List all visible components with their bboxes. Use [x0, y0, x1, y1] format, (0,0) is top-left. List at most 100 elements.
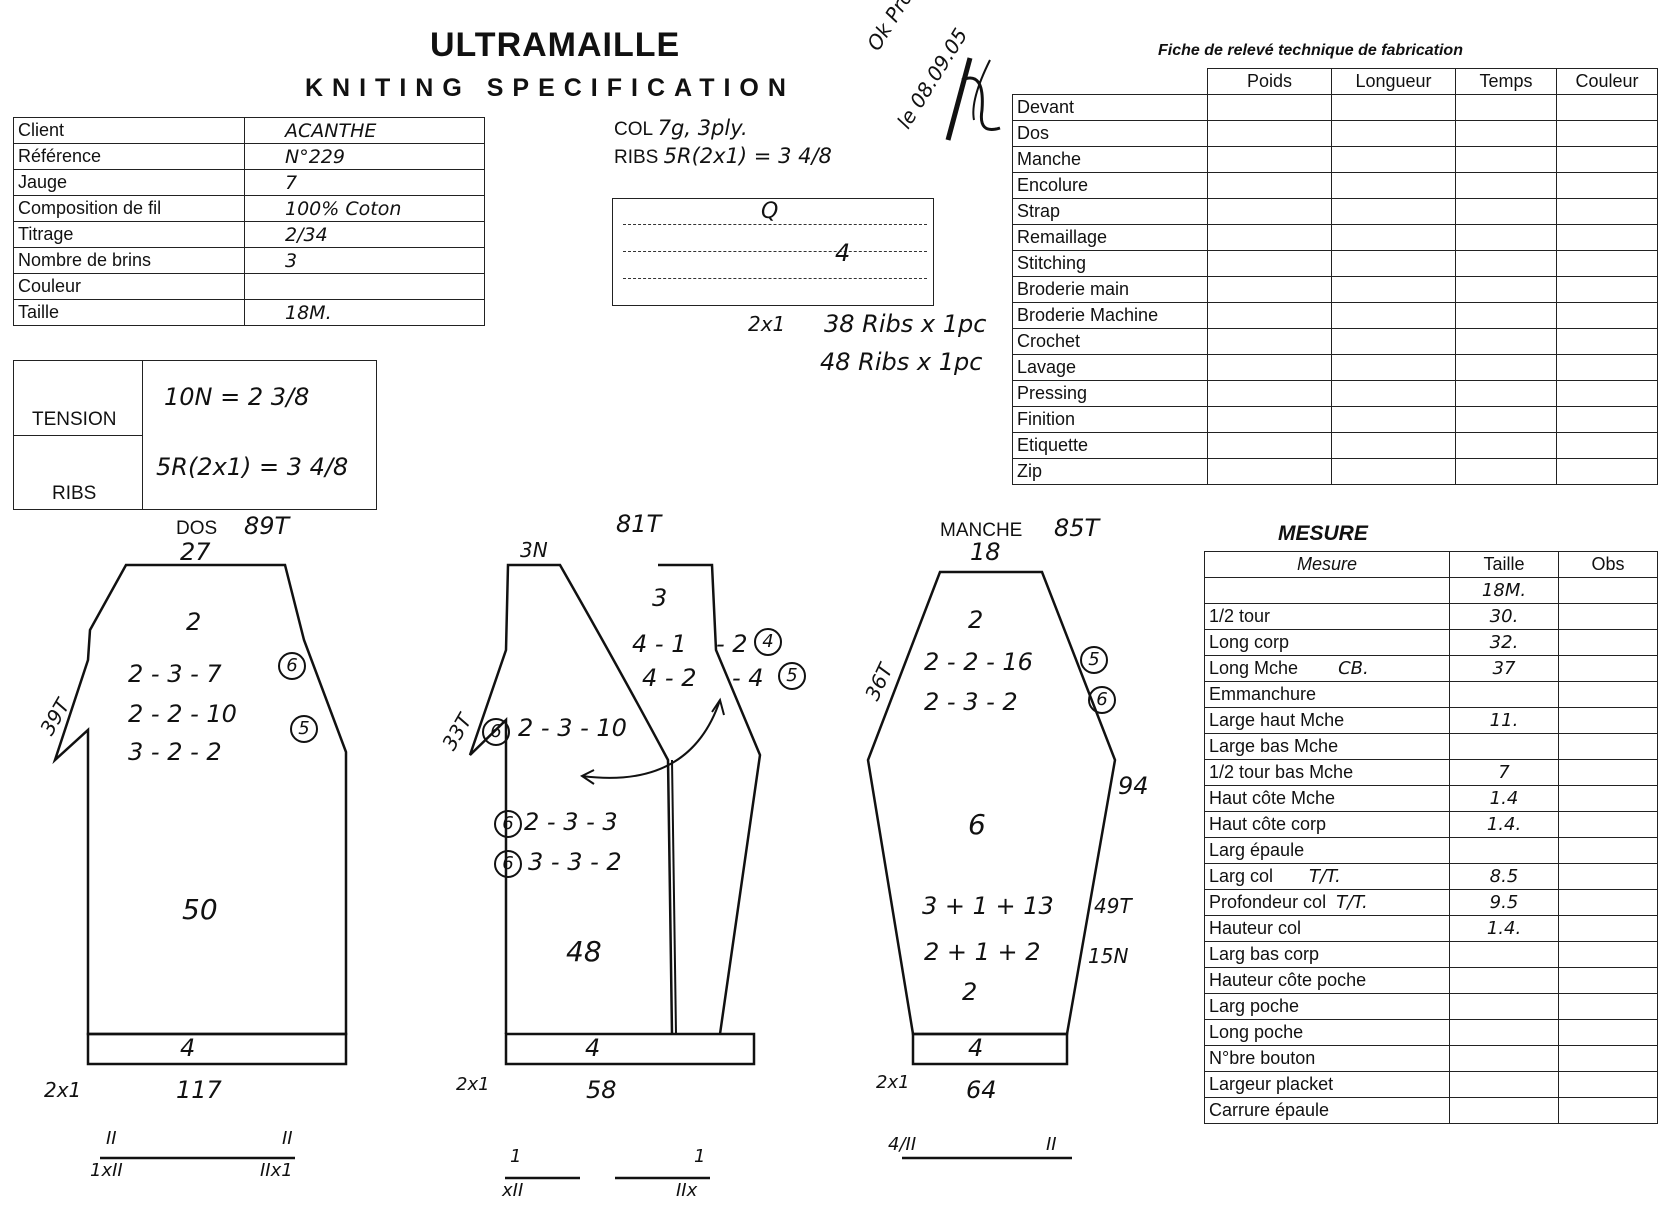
mesure-label: Largeur placket: [1204, 1071, 1450, 1098]
table-row: Encolure: [1012, 172, 1658, 199]
fiche-title: Fiche de relevé technique de fabrication: [1158, 42, 1463, 59]
mesure-value: [1449, 967, 1559, 994]
ribs-value: 5R(2x1) = 3 4/8: [156, 453, 349, 481]
dos-outline: [52, 563, 348, 1160]
mesure-label: Haut côte corp: [1204, 811, 1450, 838]
dos-foot-right-bot: IIx1: [260, 1160, 293, 1181]
mesure-value: 1.4.: [1449, 811, 1559, 838]
mesure-label: Hauteur côte poche: [1204, 967, 1450, 994]
table-row: Profondeur col T/T. 9.5: [1204, 889, 1658, 916]
dos-instr-2: 2 - 3 - 7: [128, 660, 222, 688]
table-row: Largeur placket: [1204, 1071, 1658, 1098]
q-value: 4: [835, 239, 851, 267]
mesure-label: N°bre bouton: [1204, 1045, 1450, 1072]
table-header: Poids Longueur Temps Couleur: [1013, 68, 1658, 95]
devant-arm-3-circle: 6: [494, 850, 522, 878]
manche-foot-right: II: [1046, 1134, 1057, 1155]
devant-rib-type: 2x1: [456, 1074, 490, 1095]
col-value: 7g, 3ply.: [657, 116, 748, 140]
mesure-value: [1449, 941, 1559, 968]
mesure-label: Haut côte Mche: [1204, 785, 1450, 812]
col-ribs-label: RIBS: [614, 147, 659, 168]
table-row: Long Mche CB. 37: [1204, 655, 1658, 682]
manche-body: 6: [968, 808, 986, 841]
table-row: Strap: [1012, 198, 1658, 225]
table-row: Composition de fil 100% Coton: [13, 195, 485, 222]
mesure-label: 1/2 tour bas Mche: [1204, 759, 1450, 786]
manche-inc-2: 2 + 1 + 2: [924, 938, 1041, 966]
couleur-value: [244, 273, 485, 300]
row-broderie-main: Broderie main: [1012, 276, 1208, 303]
devant-foot-left-bot: xII: [502, 1180, 524, 1201]
mesure-value: 9.5: [1449, 889, 1559, 916]
table-row: Taille 18M.: [13, 299, 485, 326]
table-row: Larg poche: [1204, 993, 1658, 1020]
mesure-label: Large haut Mche: [1204, 707, 1450, 734]
table-row: Carrure épaule: [1204, 1097, 1658, 1124]
signature-mark: [945, 57, 1001, 141]
jauge-label: Jauge: [13, 169, 245, 196]
devant-arm-2-circle: 6: [494, 810, 522, 838]
size-value: 18M.: [1449, 577, 1559, 604]
manche-label: MANCHE: [940, 520, 1023, 541]
table-header: Mesure Taille Obs: [1204, 551, 1658, 578]
dos-rib-type: 2x1: [44, 1078, 82, 1102]
table-row: Haut côte Mche 1.4: [1204, 785, 1658, 812]
devant-neck-3-circle: 5: [778, 662, 806, 690]
fabrication-table: Poids Longueur Temps Couleur Devant Dos …: [1012, 68, 1658, 485]
mesure-value: 8.5: [1449, 863, 1559, 890]
mesure-table: Mesure Taille Obs 18M. 1/2 tour 30. Long …: [1204, 551, 1658, 1124]
mesure-value: 37: [1449, 655, 1559, 682]
table-row: Hauteur côte poche: [1204, 967, 1658, 994]
mesure-note: T/T.: [1309, 866, 1341, 887]
dos-foot-right-top: II: [282, 1128, 293, 1149]
row-encolure: Encolure: [1012, 172, 1208, 199]
jauge-value: 7: [244, 169, 485, 196]
table-row: Pressing: [1012, 380, 1658, 407]
taille-value: 18M.: [244, 299, 485, 326]
q-ribs-type: 2x1: [748, 312, 786, 336]
mesure-value: 32.: [1449, 629, 1559, 656]
manche-right-label: 94: [1118, 772, 1149, 800]
devant-neck-2: 4 - 1: [632, 630, 687, 658]
manche-instr-3-circle: 6: [1088, 686, 1116, 714]
titrage-value: 2/34: [244, 221, 485, 248]
dos-rows-total: 89T: [244, 512, 290, 540]
devant-foot-right-bot: IIx: [676, 1180, 698, 1201]
row-etiquette: Etiquette: [1012, 432, 1208, 459]
table-row: Remaillage: [1012, 224, 1658, 251]
dos-foot-left-bot: 1xII: [90, 1160, 123, 1181]
mesure-value: [1449, 1019, 1559, 1046]
table-row: Hauteur col 1.4.: [1204, 915, 1658, 942]
table-row: Broderie Machine: [1012, 302, 1658, 329]
row-stitching: Stitching: [1012, 250, 1208, 277]
brins-label: Nombre de brins: [13, 247, 245, 274]
manche-instr-2: 2 - 2 - 16: [924, 648, 1033, 676]
devant-arm-1-circle: 6: [482, 718, 510, 746]
mesure-value: [1449, 1071, 1559, 1098]
dos-instr-2-circle: 6: [278, 652, 306, 680]
tension-label: TENSION: [32, 409, 117, 430]
dos-instr-4: 3 - 2 - 2: [128, 738, 222, 766]
table-row: Finition: [1012, 406, 1658, 433]
col-taille: Taille: [1449, 551, 1559, 578]
devant-body: 48: [566, 935, 602, 968]
dos-instr-3: 2 - 2 - 10: [128, 700, 237, 728]
row-pressing: Pressing: [1012, 380, 1208, 407]
manche-inc-1: 3 + 1 + 13: [922, 892, 1054, 920]
manche-rib: 4: [968, 1034, 984, 1062]
devant-neck-3: 4 - 2: [642, 664, 697, 692]
table-row: Haut côte corp 1.4.: [1204, 811, 1658, 838]
ribs-label: RIBS: [52, 483, 97, 504]
mesure-label: Emmanchure: [1204, 681, 1450, 708]
manche-outline: [866, 570, 1117, 1160]
dos-top-width: 27: [180, 538, 211, 566]
table-row: Larg col T/T. 8.5: [1204, 863, 1658, 890]
manche-bottom-width: 64: [966, 1076, 997, 1104]
devant-neck-2b: - 2: [716, 630, 748, 658]
dos-label: DOS: [176, 518, 218, 539]
table-row: Emmanchure: [1204, 681, 1658, 708]
brand-title: ULTRAMAILLE: [430, 26, 681, 64]
mesure-value: [1449, 1097, 1559, 1124]
table-row: Jauge 7: [13, 169, 485, 196]
